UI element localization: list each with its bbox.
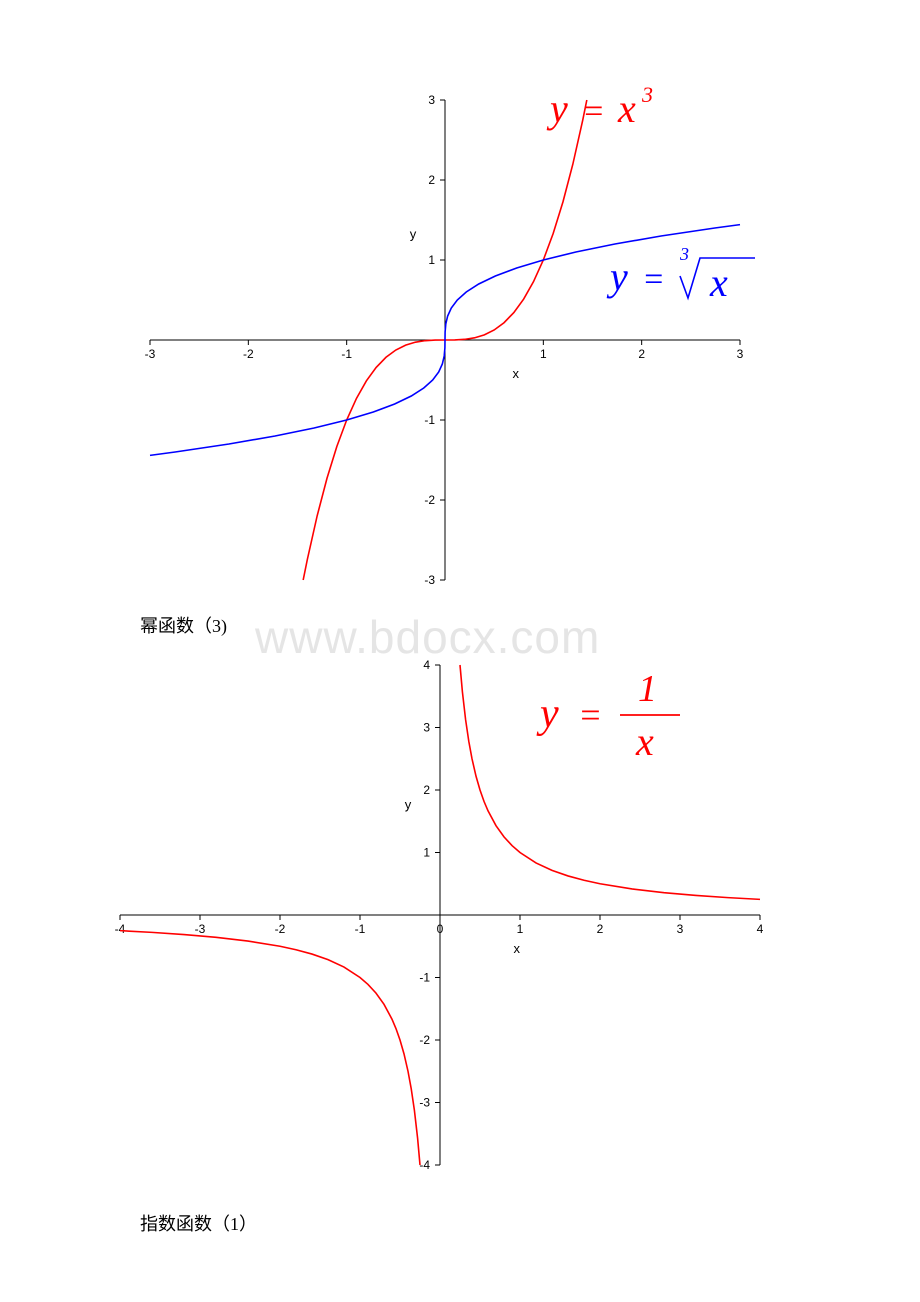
svg-text:3: 3	[679, 244, 689, 264]
svg-text:3: 3	[428, 93, 435, 107]
chart-bottom-svg: -4 -3 -2 -1 0 1 2 3 4 -4 -3 -2 -1 1 2 3 4 x y y = 1 x	[100, 645, 780, 1185]
chart-power-functions: -3-2-1123-3-2-1123xy y = x 3 y = 3 x	[130, 80, 760, 600]
svg-text:4: 4	[757, 922, 764, 936]
svg-text:-4: -4	[115, 922, 126, 936]
svg-text:-4: -4	[419, 1158, 430, 1172]
equation-y-equals-one-over-x: y = 1 x	[536, 668, 680, 764]
svg-text:=: =	[578, 695, 602, 735]
svg-text:=: =	[642, 261, 665, 298]
svg-text:y: y	[405, 797, 412, 812]
svg-text:-1: -1	[341, 347, 352, 361]
svg-text:4: 4	[423, 658, 430, 672]
svg-text:-1: -1	[424, 413, 435, 427]
svg-text:=: =	[582, 93, 605, 130]
svg-text:x: x	[513, 366, 520, 381]
equation-y-equals-cuberoot-x: y = 3 x	[606, 244, 755, 305]
svg-text:1: 1	[423, 846, 430, 860]
page: www.bdocx.com -3-2-1123-3-2-1123xy y = x…	[0, 0, 920, 1302]
svg-text:3: 3	[677, 922, 684, 936]
svg-text:-1: -1	[419, 971, 430, 985]
svg-text:3: 3	[423, 721, 430, 735]
caption-exponential-function-1: 指数函数（1）	[140, 1210, 257, 1236]
svg-text:2: 2	[597, 922, 604, 936]
svg-text:y: y	[546, 86, 568, 131]
svg-text:3: 3	[641, 82, 653, 107]
svg-text:y: y	[536, 691, 559, 737]
svg-text:-1: -1	[355, 922, 366, 936]
svg-text:-3: -3	[419, 1096, 430, 1110]
caption-power-function-3: 幂函数（3)	[140, 612, 227, 638]
svg-text:2: 2	[423, 783, 430, 797]
svg-text:2: 2	[428, 173, 435, 187]
svg-text:y: y	[606, 254, 628, 299]
svg-text:-2: -2	[243, 347, 254, 361]
svg-text:0: 0	[437, 922, 444, 936]
svg-text:1: 1	[638, 668, 657, 710]
svg-text:-2: -2	[419, 1033, 430, 1047]
svg-text:2: 2	[638, 347, 645, 361]
svg-text:1: 1	[428, 253, 435, 267]
svg-text:x: x	[709, 260, 728, 305]
svg-text:x: x	[514, 941, 521, 956]
svg-text:1: 1	[517, 922, 524, 936]
svg-text:-3: -3	[424, 573, 435, 587]
svg-text:y: y	[410, 226, 417, 241]
svg-text:-2: -2	[424, 493, 435, 507]
svg-text:-3: -3	[195, 922, 206, 936]
chart-top-svg: -3-2-1123-3-2-1123xy y = x 3 y = 3 x	[130, 80, 760, 600]
svg-text:-3: -3	[145, 347, 156, 361]
chart-reciprocal-function: -4 -3 -2 -1 0 1 2 3 4 -4 -3 -2 -1 1 2 3 4 x y y = 1 x	[100, 645, 780, 1185]
svg-text:-2: -2	[275, 922, 286, 936]
equation-y-equals-x-cubed: y = x 3	[546, 82, 653, 131]
svg-text:3: 3	[737, 347, 744, 361]
svg-text:x: x	[617, 86, 636, 131]
svg-text:1: 1	[540, 347, 547, 361]
svg-text:x: x	[635, 719, 654, 764]
